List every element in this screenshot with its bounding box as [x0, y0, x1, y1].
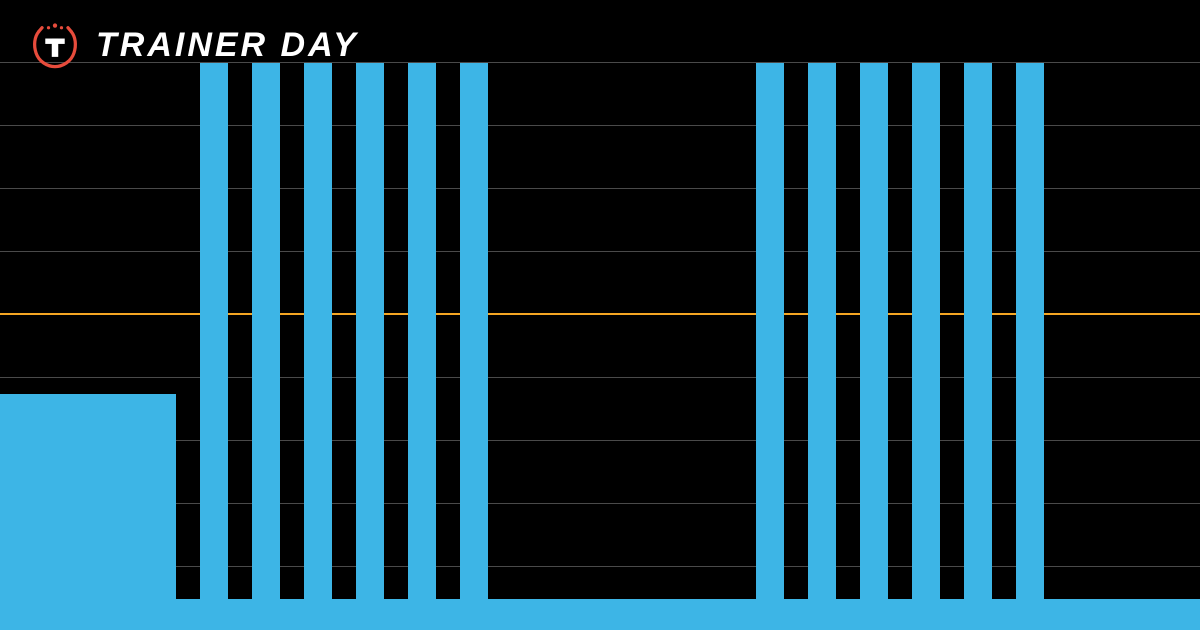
- chart-bar: [304, 63, 332, 630]
- chart-bar: [408, 63, 436, 630]
- chart-bar: [1016, 63, 1044, 630]
- chart-bar: [756, 63, 784, 630]
- chart-bar: [280, 599, 304, 630]
- chart-bar: [460, 63, 488, 630]
- workout-chart: [0, 0, 1200, 630]
- brand-logo-icon: [28, 18, 82, 72]
- chart-bar: [836, 599, 860, 630]
- chart-bar: [332, 599, 356, 630]
- chart-bar: [784, 599, 808, 630]
- chart-bar: [808, 63, 836, 630]
- chart-bar: [0, 394, 176, 630]
- header: TRAINER DAY: [28, 18, 359, 72]
- chart-bar: [228, 599, 252, 630]
- chart-bar: [1044, 599, 1200, 630]
- brand-name: TRAINER DAY: [96, 26, 359, 65]
- chart-bar: [252, 63, 280, 630]
- chart-bar: [964, 63, 992, 630]
- chart-bar: [912, 63, 940, 630]
- chart-bar: [176, 599, 200, 630]
- chart-bar: [860, 63, 888, 630]
- chart-bar: [384, 599, 408, 630]
- chart-bar: [488, 599, 756, 630]
- chart-bar: [940, 599, 964, 630]
- chart-bar: [356, 63, 384, 630]
- chart-bar: [436, 599, 460, 630]
- chart-bar: [200, 63, 228, 630]
- chart-bar: [888, 599, 912, 630]
- chart-bar: [992, 599, 1016, 630]
